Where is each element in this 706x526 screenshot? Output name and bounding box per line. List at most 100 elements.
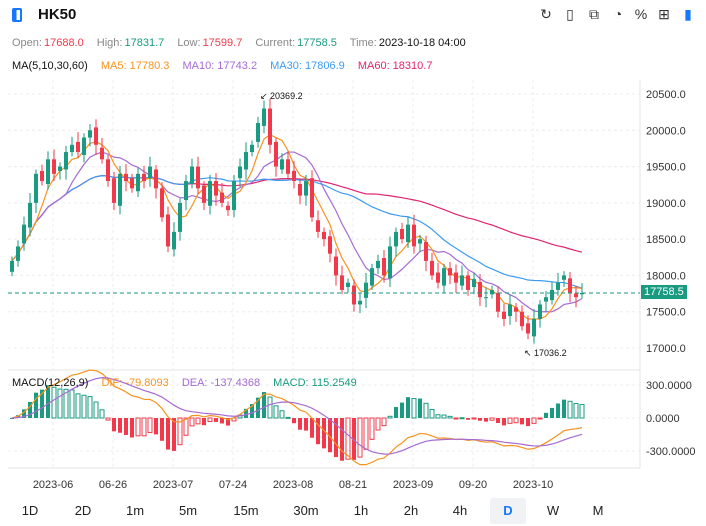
macd-bar (189, 417, 195, 427)
macd-bar (357, 417, 363, 458)
macd-bar (531, 417, 537, 424)
timeframe-1d[interactable]: 1D (21, 503, 39, 518)
macd-bar (363, 417, 369, 450)
candle-body (142, 173, 146, 182)
candle-body (484, 297, 488, 299)
macd-bar (154, 418, 158, 435)
timeframe-1m[interactable]: 1m (125, 503, 145, 518)
macd-bar (256, 397, 260, 418)
timeframe-15m[interactable]: 15m (233, 503, 259, 518)
candle-body (100, 147, 104, 160)
macd-bar (447, 415, 453, 419)
price-tick: 18500.0 (646, 234, 686, 246)
pie-icon[interactable]: ◔ (613, 6, 623, 22)
macd-bar (423, 402, 429, 419)
candle-body (40, 170, 44, 182)
candle-body (310, 178, 314, 218)
macd-bar (579, 404, 585, 419)
ma5-line (11, 133, 583, 320)
candle-body (196, 166, 200, 189)
macd-bar (352, 418, 356, 460)
macd-bar (316, 418, 320, 445)
macd-bar (496, 418, 500, 423)
high-value: 17831.7 (124, 37, 165, 49)
macd-bar (124, 418, 128, 435)
symbol-title: HK50 (38, 6, 77, 23)
candle-body (244, 152, 248, 170)
open-label: Open: (12, 37, 42, 49)
candle-body (424, 242, 428, 261)
note-icon[interactable]: ▯ (566, 6, 574, 22)
ma60-line (11, 175, 583, 262)
macd-bar (220, 418, 224, 424)
macd-bar (345, 417, 351, 460)
macd-bar (502, 418, 506, 426)
timeframe-2d[interactable]: 2D (74, 503, 92, 518)
candle-body (22, 224, 26, 244)
candle-body (202, 185, 206, 203)
macd-bar (183, 417, 189, 436)
timeframe-5m[interactable]: 5m (178, 503, 198, 518)
macd-bar (250, 404, 254, 418)
macd-bar (567, 400, 573, 419)
ma-legend: MA(5,10,30,60) MA5: 17780.3 MA10: 17743.… (12, 60, 442, 72)
macd-bar (441, 414, 447, 419)
ma10-line (11, 151, 583, 313)
timeframe-30m[interactable]: 30m (293, 503, 319, 518)
sidebar-toggle-icon[interactable] (12, 8, 22, 22)
macd-bar (381, 417, 387, 427)
macd-bar (195, 417, 201, 425)
low-label: Low: (177, 37, 201, 49)
timeframe-m[interactable]: M (592, 503, 604, 518)
date-tick: 2023-06 (33, 479, 73, 491)
macd-bar (298, 418, 302, 430)
price-tick: 19500.0 (646, 162, 686, 174)
macd-bar (526, 418, 530, 427)
macd-bar (292, 418, 296, 424)
candle-body (406, 224, 410, 243)
candle-body (34, 173, 38, 203)
candle-body (58, 166, 62, 171)
price-tick: 17500.0 (646, 307, 686, 319)
candle-body (124, 173, 128, 182)
macd-bar (273, 405, 279, 419)
timeframe-2h[interactable]: 2h (403, 503, 419, 518)
candle-body (358, 300, 362, 305)
candle-body (388, 246, 392, 279)
macd-bar (262, 392, 266, 418)
timeframe-w[interactable]: W (546, 503, 560, 518)
timeframe-4h[interactable]: 4h (452, 503, 468, 518)
macd-bar (513, 417, 519, 424)
timeframe-d[interactable]: D (490, 498, 526, 524)
candle-body (526, 323, 530, 334)
candle-body (118, 173, 122, 206)
candle-body (400, 228, 404, 240)
dea-legend: DEA: -137.4368 (181, 377, 261, 389)
macd-bar (214, 418, 218, 422)
macd-bar (304, 418, 308, 431)
chart-icon[interactable]: ⧉ (589, 6, 599, 22)
candle-body (568, 278, 572, 294)
candle-body (322, 231, 326, 240)
macd-tick: 0.0000 (646, 413, 680, 425)
candle-body (280, 159, 284, 170)
macd-bar (285, 416, 291, 419)
macd-bar (387, 415, 393, 419)
macd-bar (279, 410, 285, 419)
candle-body (46, 159, 50, 184)
price-tick: 20000.0 (646, 125, 686, 137)
macd-bar (369, 417, 375, 440)
timeframe-1h[interactable]: 1h (353, 503, 369, 518)
percent-icon[interactable]: % (634, 6, 648, 22)
date-tick: 2023-08 (273, 479, 313, 491)
macd-bar (112, 418, 116, 432)
macd-bar (478, 418, 482, 421)
candle-body (370, 268, 374, 286)
macd-bar (394, 407, 398, 418)
refresh-icon[interactable]: ↻ (540, 6, 552, 22)
grid-icon[interactable]: ⊞ (658, 6, 670, 22)
panel-icon[interactable]: ▮ (684, 6, 692, 22)
candle-body (184, 181, 188, 200)
candle-body (532, 318, 536, 337)
